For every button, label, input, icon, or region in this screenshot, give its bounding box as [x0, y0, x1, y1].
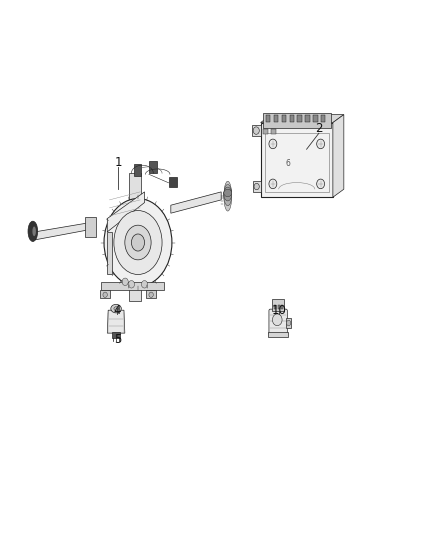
Circle shape — [149, 292, 153, 297]
Polygon shape — [35, 222, 92, 240]
Bar — [149, 161, 157, 173]
Circle shape — [254, 183, 259, 190]
Bar — [281, 305, 283, 309]
Bar — [100, 290, 110, 298]
Polygon shape — [252, 125, 261, 136]
Ellipse shape — [32, 227, 36, 236]
Ellipse shape — [224, 189, 232, 197]
Bar — [263, 129, 268, 134]
Circle shape — [269, 179, 277, 189]
Bar — [261, 123, 333, 197]
Text: 1: 1 — [114, 156, 122, 169]
Bar — [297, 115, 302, 122]
Ellipse shape — [28, 221, 38, 241]
Ellipse shape — [131, 234, 145, 251]
Bar — [271, 129, 276, 134]
Circle shape — [272, 314, 282, 326]
Text: 4: 4 — [113, 304, 121, 317]
Bar — [266, 115, 270, 122]
Bar — [313, 115, 318, 122]
Circle shape — [317, 179, 325, 189]
Bar — [272, 299, 284, 311]
Bar — [134, 164, 141, 176]
Circle shape — [253, 127, 259, 134]
Bar — [112, 332, 120, 338]
Circle shape — [286, 320, 291, 326]
Polygon shape — [333, 115, 344, 197]
Bar — [305, 115, 310, 122]
Bar — [321, 115, 325, 122]
Polygon shape — [253, 181, 261, 192]
Bar — [85, 217, 96, 237]
Ellipse shape — [224, 181, 232, 211]
Polygon shape — [171, 192, 221, 213]
Circle shape — [128, 280, 134, 288]
Ellipse shape — [224, 187, 232, 201]
Bar — [274, 115, 278, 122]
Circle shape — [317, 139, 325, 149]
Polygon shape — [107, 310, 125, 333]
Bar — [286, 318, 291, 328]
Bar — [290, 115, 294, 122]
Ellipse shape — [224, 184, 232, 206]
Bar — [274, 305, 276, 309]
Bar — [146, 290, 156, 298]
Text: 6: 6 — [286, 159, 290, 168]
FancyBboxPatch shape — [269, 309, 287, 335]
Bar — [263, 113, 331, 128]
Ellipse shape — [125, 225, 151, 260]
Polygon shape — [261, 115, 344, 123]
Polygon shape — [129, 173, 141, 301]
Polygon shape — [107, 232, 112, 274]
Ellipse shape — [114, 306, 118, 310]
Ellipse shape — [111, 304, 121, 313]
Polygon shape — [101, 282, 164, 290]
Text: 10: 10 — [272, 304, 287, 317]
Circle shape — [141, 280, 148, 288]
Ellipse shape — [114, 211, 162, 274]
Circle shape — [103, 292, 107, 297]
Ellipse shape — [104, 199, 172, 287]
Polygon shape — [107, 192, 145, 232]
Text: 2: 2 — [315, 123, 323, 135]
Bar — [268, 332, 288, 337]
Circle shape — [269, 139, 277, 149]
Circle shape — [122, 278, 128, 286]
Bar — [282, 115, 286, 122]
Bar — [265, 133, 328, 192]
Text: 5: 5 — [114, 333, 121, 346]
Bar — [278, 305, 280, 309]
Bar — [169, 177, 177, 187]
